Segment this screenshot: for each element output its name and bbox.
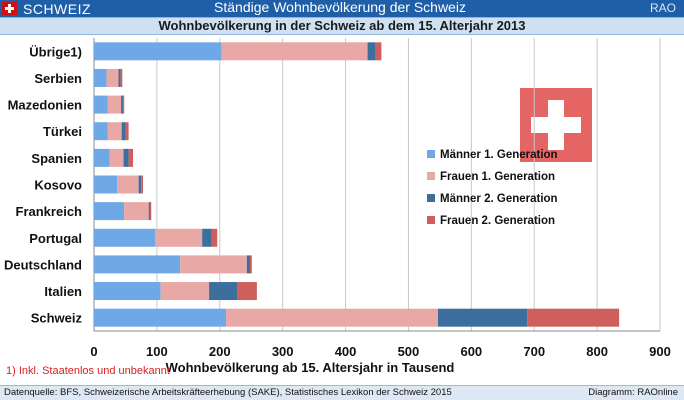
- legend-label: Frauen 2. Generation: [440, 215, 555, 227]
- x-tick-label: 200: [209, 344, 231, 359]
- category-labels: Übrige1) Serbien Mazedonien Türkei Spanien Ko…: [4, 44, 83, 325]
- x-tick-label: 100: [146, 344, 168, 359]
- bar-segment: [117, 175, 139, 194]
- legend-label: Frauen 1. Generation: [440, 171, 555, 183]
- header-bar: SCHWEIZ Ständige Wohnbevölkerung der Sch…: [0, 0, 684, 17]
- category-label: Frankreich: [16, 204, 83, 219]
- brand-label: SCHWEIZ: [23, 0, 92, 17]
- footer-bar: Datenquelle: BFS, Schweizerische Arbeits…: [0, 385, 684, 400]
- corner-label: RAO: [649, 1, 676, 15]
- category-label: Übrige1): [29, 44, 82, 59]
- x-tick-label: 400: [335, 344, 357, 359]
- bar-segment: [94, 308, 227, 327]
- bar-segment: [94, 175, 118, 194]
- category-label: Kosovo: [34, 178, 82, 193]
- flag-cross-horizontal: [531, 117, 581, 133]
- bar-chart: Übrige1) Serbien Mazedonien Türkei Spanien Ko…: [4, 38, 671, 375]
- category-label: Mazedonien: [8, 98, 82, 113]
- subtitle-bar: Wohnbevölkerung in der Schweiz ab dem 15…: [0, 17, 684, 35]
- bar-segment: [375, 42, 382, 61]
- bar-segment: [124, 202, 149, 221]
- bar-segment: [202, 228, 212, 247]
- bar-segment: [94, 255, 181, 274]
- bar-segment: [94, 228, 156, 247]
- bar-segment: [148, 202, 150, 221]
- x-tick-label: 900: [649, 344, 671, 359]
- x-tick-label: 300: [272, 344, 294, 359]
- bar-segment: [94, 95, 108, 114]
- bar-segment: [160, 282, 210, 301]
- bar-segment: [94, 202, 125, 221]
- bar-segment: [438, 308, 528, 327]
- category-label: Serbien: [34, 71, 82, 86]
- x-tick-labels: 0 100 200 300 400 500 600 700 800 900: [90, 344, 670, 359]
- bar-segment: [125, 122, 129, 141]
- credit-note: Diagramm: RAOnline: [588, 387, 678, 398]
- legend-swatch: [427, 150, 435, 158]
- bar-segment: [94, 148, 110, 167]
- swiss-flag-icon: [2, 2, 17, 15]
- bar-segment: [180, 255, 247, 274]
- bar-segment: [94, 42, 222, 61]
- bar-segment: [226, 308, 439, 327]
- bar-segment: [122, 95, 125, 114]
- legend: Männer 1. Generation Frauen 1. Generation…: [427, 149, 558, 227]
- footnote: 1) Inkl. Staatenlos und unbekannt: [6, 365, 170, 377]
- bar-segment: [94, 68, 107, 87]
- source-note: Datenquelle: BFS, Schweizerische Arbeits…: [4, 387, 452, 398]
- x-axis-label: Wohnbevölkerung ab 15. Altersjahr in Tau…: [166, 360, 455, 375]
- x-tick-label: 600: [460, 344, 482, 359]
- bar-segment: [527, 308, 620, 327]
- bar-segment: [107, 122, 122, 141]
- bar-segment: [246, 255, 250, 274]
- bar-segment: [221, 42, 368, 61]
- x-tick-label: 0: [90, 344, 97, 359]
- legend-label: Männer 1. Generation: [440, 149, 558, 161]
- legend-swatch: [427, 172, 435, 180]
- bar-segment: [94, 122, 108, 141]
- bar-segment: [94, 282, 161, 301]
- bar-segment: [367, 42, 376, 61]
- category-label: Italien: [44, 284, 82, 299]
- category-label: Portugal: [29, 231, 82, 246]
- bar-segment: [109, 148, 124, 167]
- category-label: Türkei: [43, 124, 82, 139]
- legend-swatch: [427, 216, 435, 224]
- swiss-flag-watermark-icon: [520, 88, 592, 162]
- bar-segment: [155, 228, 203, 247]
- bar-segment: [121, 95, 123, 114]
- category-label: Spanien: [31, 151, 82, 166]
- page-title: Ständige Wohnbevölkerung der Schweiz: [214, 0, 466, 15]
- bar-segment: [249, 255, 252, 274]
- category-label: Schweiz: [31, 311, 83, 326]
- bar-segment: [209, 282, 238, 301]
- bar-segment: [123, 148, 129, 167]
- bar-segment: [106, 68, 119, 87]
- bar-segment: [141, 175, 144, 194]
- bar-segment: [121, 122, 126, 141]
- x-tick-label: 800: [586, 344, 608, 359]
- x-tick-label: 700: [523, 344, 545, 359]
- bar-segment: [107, 95, 122, 114]
- chart-title: Wohnbevölkerung in der Schweiz ab dem 15…: [158, 18, 526, 33]
- x-tick-label: 500: [398, 344, 420, 359]
- bar-segment: [149, 202, 152, 221]
- bars: [94, 42, 620, 327]
- bar-segment: [118, 68, 121, 87]
- bar-segment: [128, 148, 133, 167]
- legend-swatch: [427, 194, 435, 202]
- bar-segment: [211, 228, 218, 247]
- category-label: Deutschland: [4, 257, 82, 272]
- bar-segment: [237, 282, 257, 301]
- bar-segment: [120, 68, 123, 87]
- legend-label: Männer 2. Generation: [440, 193, 558, 205]
- bar-segment: [138, 175, 142, 194]
